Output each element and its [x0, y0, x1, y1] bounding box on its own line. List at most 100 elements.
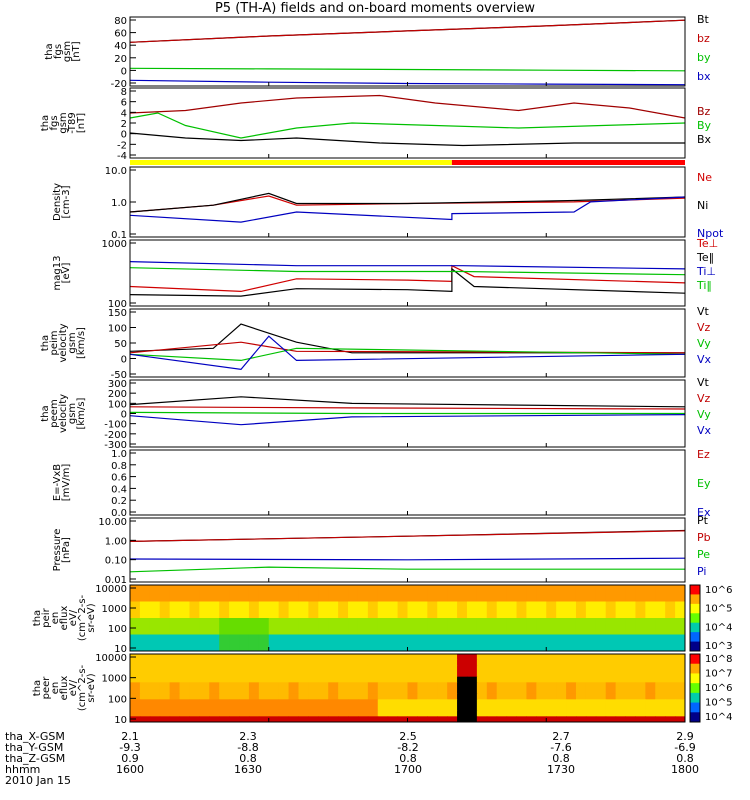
spectrogram-cell [258, 629, 270, 635]
spectrogram-cell [526, 612, 537, 619]
spectrogram-cell [288, 705, 299, 712]
spectrogram-cell [387, 659, 399, 666]
spectrogram-cell [149, 596, 161, 602]
spectrogram-cell [457, 596, 468, 602]
spectrogram-cell [328, 665, 339, 672]
legend-label: Ex [697, 506, 711, 519]
spectrogram-cell [288, 682, 299, 689]
spectrogram-cell [258, 601, 270, 608]
spectrogram-cell [318, 612, 329, 619]
spectrogram-cell [466, 618, 478, 624]
spectrogram-cell [556, 710, 567, 717]
spectrogram-cell [239, 693, 250, 700]
spectrogram-cell [427, 585, 438, 591]
footer-value: 0.8 [676, 752, 694, 765]
spectrogram-cell [149, 585, 161, 591]
footer-value: 1800 [671, 763, 699, 776]
spectrogram-cell [556, 699, 567, 706]
spectrogram-cell [308, 710, 319, 717]
spectrogram-cell [328, 601, 339, 608]
spectrogram-cell [239, 645, 250, 652]
spectrogram-cell [139, 585, 151, 591]
spectrogram-cell [248, 710, 260, 717]
spectrogram-cell [457, 671, 468, 678]
spectrogram-cell [496, 659, 508, 666]
spectrogram-cell [407, 585, 418, 591]
y-tick-label: 50 [114, 339, 127, 350]
spectrogram-cell [457, 705, 468, 712]
spectrogram-cell [139, 693, 151, 700]
spectrogram-cell [229, 671, 240, 678]
spectrogram-cell [447, 716, 458, 723]
spectrogram-cell [516, 640, 527, 646]
spectrogram-cell [229, 629, 240, 635]
spectrogram-cell [496, 705, 508, 712]
spectrogram-cell [675, 640, 686, 646]
spectrogram-cell [506, 676, 518, 683]
spectrogram-cell [437, 585, 448, 591]
spectrogram-cell [199, 601, 210, 608]
spectrogram-cell [566, 607, 577, 613]
spectrogram-cell [298, 629, 309, 635]
spectrogram-cell [526, 618, 537, 624]
y-tick-label: 0.2 [111, 496, 127, 507]
spectrogram-cell [338, 665, 349, 672]
spectrogram-cell [605, 645, 617, 652]
spectrogram-cell [466, 623, 478, 630]
spectrogram-cell [516, 634, 527, 641]
spectrogram-cell [179, 665, 190, 672]
spectrogram-cell [348, 618, 359, 624]
spectrogram-cell [417, 671, 428, 678]
spectrogram-cell [595, 710, 607, 717]
spectrogram-cell [476, 629, 488, 635]
spectrogram-cell [199, 623, 210, 630]
spectrogram-cell [566, 645, 577, 652]
spectrogram-cell [258, 682, 270, 689]
spectrogram-cell [466, 596, 478, 602]
spectrogram-cell [635, 654, 646, 661]
spectrogram-cell [437, 612, 448, 619]
spectrogram-cell [298, 699, 309, 706]
spectrogram-cell [169, 699, 181, 706]
spectrogram-cell [239, 671, 250, 678]
spectrogram-cell [377, 640, 389, 646]
spectrogram-cell [130, 618, 141, 624]
spectrogram-cell [397, 676, 408, 683]
spectrogram-cell [427, 659, 438, 666]
spectrogram-cell [338, 634, 349, 641]
spectrogram-cell [655, 634, 666, 641]
spectrogram-cell [417, 634, 428, 641]
spectrogram-cell [179, 607, 190, 613]
y-axis-label: gsm [58, 112, 69, 133]
spectrogram-cell [308, 693, 319, 700]
spectrogram-cell [149, 601, 161, 608]
spectrogram-cell [506, 618, 518, 624]
spectrogram-cell [566, 710, 577, 717]
spectrogram-cell [377, 671, 389, 678]
colorbar-swatch [690, 654, 700, 665]
spectrogram-cell [248, 659, 260, 666]
spectrogram-cell [575, 629, 587, 635]
colorbar-swatch [690, 673, 700, 684]
spectrogram-cell [516, 688, 527, 695]
y-tick-label: 60 [114, 29, 127, 40]
spectrogram-cell [387, 623, 399, 630]
spectrogram-cell [417, 716, 428, 723]
colorbar-swatch [690, 622, 700, 633]
spectrogram-cell [328, 645, 339, 652]
spectrogram-cell [486, 710, 498, 717]
spectrogram-cell [278, 665, 290, 672]
spectrogram-cell [427, 618, 438, 624]
spectrogram-cell [655, 682, 666, 689]
spectrogram-cell [635, 590, 646, 597]
spectrogram-cell [675, 665, 686, 672]
spectrogram-cell [675, 590, 686, 597]
spectrogram-cell [417, 699, 428, 706]
spectrogram-cell [625, 612, 636, 619]
spectrogram-cell [575, 590, 587, 597]
spectrogram-cell [595, 596, 607, 602]
spectrogram-cell [338, 607, 349, 613]
panel-frame [129, 87, 686, 159]
spectrogram-cell [536, 654, 547, 661]
spectrogram-cell [229, 607, 240, 613]
